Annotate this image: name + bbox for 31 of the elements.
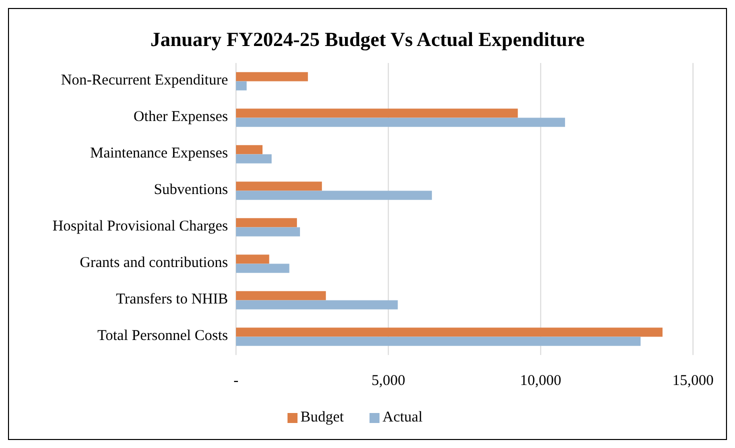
bar — [236, 190, 432, 200]
bar — [236, 108, 518, 118]
y-tick-label: Subventions — [154, 182, 228, 198]
bar — [236, 182, 322, 191]
legend-label: Actual — [382, 409, 422, 426]
bar — [236, 291, 326, 300]
y-tick-label: Non-Recurrent Expenditure — [60, 72, 228, 89]
y-tick-label: Other Expenses — [133, 109, 228, 126]
chart-title: January FY2024-25 Budget Vs Actual Expenditure — [150, 29, 585, 51]
bar — [236, 300, 398, 310]
bar — [236, 328, 663, 337]
y-tick-label: Grants and contributions — [80, 255, 228, 272]
y-tick-label: Hospital Provisional Charges — [52, 218, 228, 235]
y-tick-label: Total Personnel Costs — [97, 328, 228, 344]
y-tick-label: Transfers to NHIB — [116, 292, 228, 308]
bar — [236, 154, 272, 164]
x-tick-label: 15,000 — [672, 373, 714, 389]
bar — [236, 336, 641, 346]
bar — [236, 81, 247, 90]
bar — [236, 218, 297, 228]
y-tick-label: Maintenance Expenses — [90, 146, 228, 162]
bar — [236, 264, 290, 273]
x-tick-label: 10,000 — [520, 373, 562, 389]
bar — [236, 145, 263, 154]
bar — [236, 72, 308, 82]
x-tick-label: 5,000 — [371, 373, 406, 389]
x-tick-label: - — [234, 373, 238, 389]
bar — [236, 118, 566, 127]
bar — [236, 254, 270, 264]
bar — [236, 227, 300, 236]
legend-label: Budget — [300, 409, 345, 426]
